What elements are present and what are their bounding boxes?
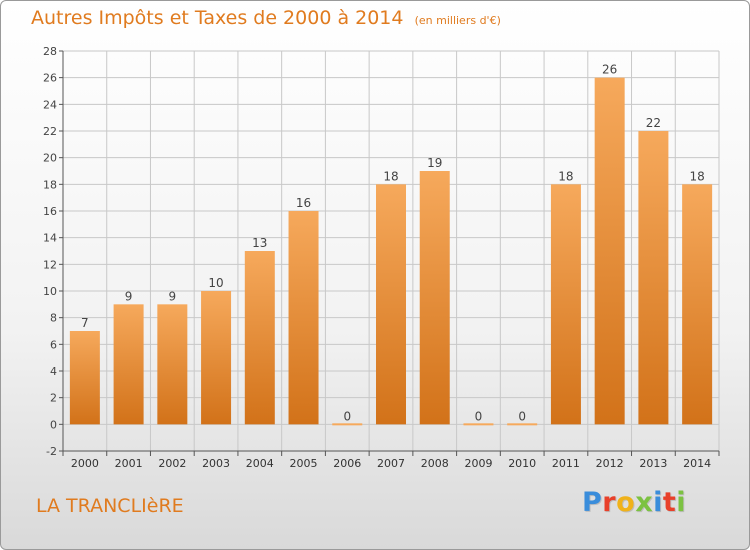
chart-header: Autres Impôts et Taxes de 2000 à 2014 (e… (31, 7, 501, 29)
x-tick-label: 2001 (115, 457, 143, 470)
x-tick-label: 2011 (552, 457, 580, 470)
commune-name: LA TRANCLIèRE (36, 495, 184, 517)
x-tick-label: 2002 (158, 457, 186, 470)
x-tick-label: 2009 (464, 457, 492, 470)
bar-value-label: 0 (343, 409, 351, 423)
bar-value-label: 9 (169, 289, 177, 303)
x-tick-label: 2008 (421, 457, 449, 470)
bar (419, 171, 450, 425)
chart-subtitle: (en milliers d'€) (414, 14, 501, 27)
logo-letter: o (616, 487, 636, 518)
y-tick-label: 16 (43, 205, 57, 218)
bar-value-label: 18 (558, 169, 573, 183)
y-tick-label: -2 (46, 445, 57, 458)
logo-letter: i (676, 487, 687, 518)
bar (594, 77, 625, 425)
bar-value-label: 10 (208, 276, 223, 290)
y-tick-label: 12 (43, 258, 57, 271)
bar (201, 291, 232, 425)
logo-letter: r (602, 487, 617, 518)
logo-letter: x (635, 487, 654, 518)
bar (550, 184, 581, 425)
x-tick-label: 2013 (639, 457, 667, 470)
y-tick-label: 4 (50, 365, 57, 378)
proxiti-logo: Proxiti (582, 487, 686, 518)
bar (463, 423, 494, 426)
bar-value-label: 9 (125, 289, 133, 303)
y-tick-label: 14 (43, 232, 57, 245)
y-tick-label: 22 (43, 125, 57, 138)
bar-value-label: 7 (81, 316, 89, 330)
bar (288, 211, 319, 425)
bar (507, 423, 538, 426)
y-tick-label: 20 (43, 152, 57, 165)
bar (682, 184, 713, 425)
bar-value-label: 13 (252, 236, 267, 250)
label-layer: 7 9 9 10 13 16 0 18 19 0 0 18 26 22 18 (81, 63, 705, 424)
y-tick-label: 0 (50, 418, 57, 431)
y-tick-label: 28 (43, 45, 57, 58)
bar (157, 304, 188, 425)
bar-value-label: 19 (427, 156, 442, 170)
x-tick-label: 2007 (377, 457, 405, 470)
bar-value-label: 18 (383, 169, 398, 183)
x-tick-label: 2005 (290, 457, 318, 470)
x-tick-label: 2000 (71, 457, 99, 470)
bar (69, 331, 100, 425)
bar (244, 251, 275, 425)
y-tick-label: 8 (50, 312, 57, 325)
bar (332, 423, 363, 426)
x-tick-label: 2010 (508, 457, 536, 470)
y-tick-label: 6 (50, 338, 57, 351)
chart-title: Autres Impôts et Taxes de 2000 à 2014 (31, 7, 404, 29)
bar-value-label: 22 (646, 116, 661, 130)
y-tick-label: 10 (43, 285, 57, 298)
bar-value-label: 0 (475, 409, 483, 423)
x-tick-label: 2003 (202, 457, 230, 470)
bar-value-label: 16 (296, 196, 311, 210)
y-tick-label: 26 (43, 72, 57, 85)
logo-letter: i (653, 487, 663, 518)
bar (376, 184, 406, 425)
y-tick-label: 18 (43, 178, 57, 191)
x-tick-label: 2004 (246, 457, 274, 470)
y-tick-label: 24 (43, 98, 57, 111)
bar-layer (69, 77, 713, 426)
y-tick-label: 2 (50, 392, 57, 405)
x-tick-label: 2014 (683, 457, 711, 470)
logo-letter: P (582, 487, 603, 518)
bar-value-label: 18 (689, 169, 704, 183)
bar (638, 131, 669, 425)
x-tick-label: 2006 (333, 457, 361, 470)
bar (113, 304, 144, 425)
bar-value-label: 26 (602, 63, 617, 77)
bar-value-label: 0 (518, 409, 526, 423)
x-tick-label: 2012 (596, 457, 624, 470)
logo-letter: t (662, 487, 677, 518)
